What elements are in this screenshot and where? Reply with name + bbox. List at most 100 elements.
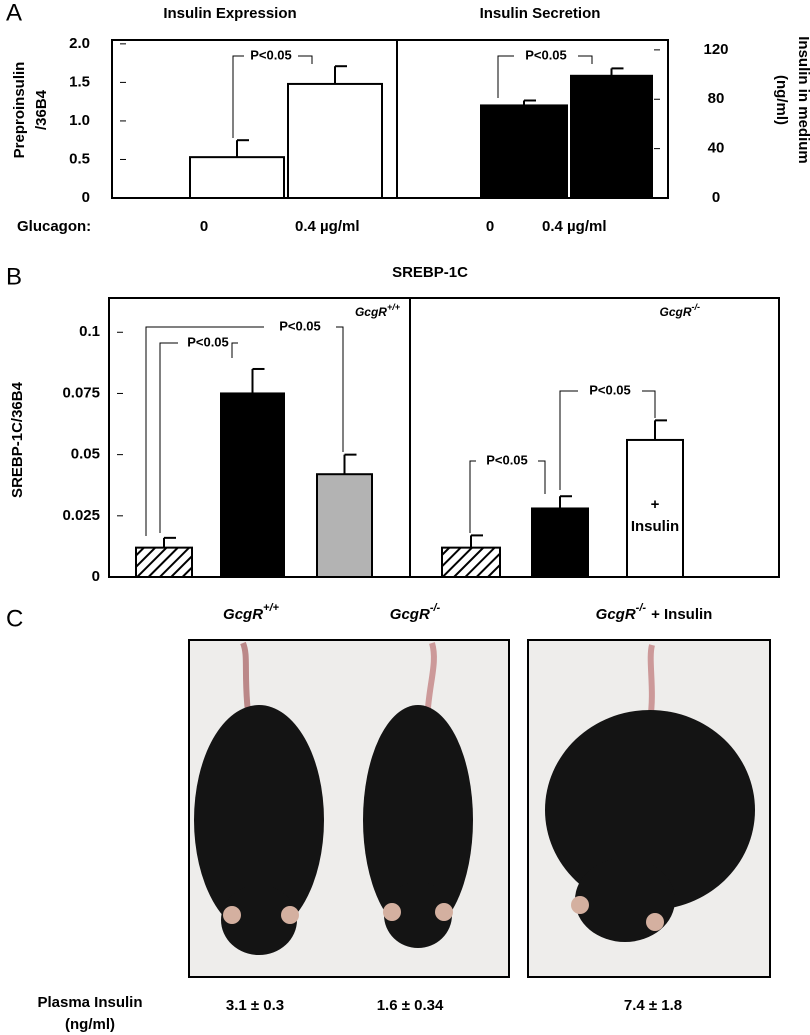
bar [570,74,653,199]
significance-bracket [538,460,546,494]
bar [626,438,684,578]
photo-label-text: GcgR [390,606,430,623]
mouse-head [384,882,452,948]
plot-frame [111,39,669,199]
insulin-value: 1.6 ± 0.34 [377,997,444,1014]
y-tick-label: 1.0 [69,112,90,129]
group-label-sup: -/- [692,302,701,312]
annotation: P<0.05 [486,452,528,467]
group-label-sup: +/+ [387,302,401,312]
y-tick-label: 0 [92,568,100,585]
group-label: GcgR+/+ [355,302,401,319]
annotation: P<0.05 [187,334,229,349]
photo-label-text: GcgR [596,606,636,623]
y-tick-label: 0 [712,189,720,206]
x-tick-label: 0 [200,218,208,235]
photo-label-text: GcgR [223,606,263,623]
significance-bracket [145,326,264,536]
bar [441,546,501,579]
photo-label-suffix: + Insulin [651,606,712,623]
photo [188,639,510,978]
y-tick-label: 0.075 [62,384,100,401]
y-tick-label: 80 [708,90,725,107]
bar-text: + [651,496,660,513]
insulin-value: 7.4 ± 1.8 [624,997,682,1014]
photo-label-sup: -/- [636,602,647,614]
ear [383,903,401,921]
annotation: P<0.05 [589,382,631,397]
x-tick-label: 0.4 µg/ml [295,218,360,235]
significance-bracket [159,342,178,533]
ear [646,913,664,931]
y-tick-label: 2.0 [69,35,90,52]
chart-title: Insulin Secretion [480,5,601,22]
photo-label-sup: -/- [430,602,441,614]
bar [189,156,285,199]
x-tick-label: 0.4 µg/ml [542,218,607,235]
annotation: P<0.05 [250,47,292,62]
y-label-line: (ng/ml) [773,75,790,125]
photo-label-sup: +/+ [263,602,279,614]
significance-bracket [559,390,578,490]
y-tick-label: 120 [703,41,728,58]
ear [281,906,299,924]
y-label-line: SREBP-1C/36B4 [9,381,26,498]
y-tick-label: 0.5 [69,150,90,167]
significance-bracket [232,55,244,138]
photo-label: GcgR-/- + Insulin [596,602,713,623]
y-label: SREBP-1C/36B4 [9,381,26,498]
significance-bracket [642,390,656,418]
mouse-body [194,705,324,935]
bar-text: Insulin [631,518,679,535]
mouse-body [363,705,473,935]
panel-label: C [6,605,23,632]
ear [571,896,589,914]
y-label-line: Preproinsulin [11,62,28,159]
annotation: P<0.05 [279,318,321,333]
y-label-line: Insulin in medium [795,36,810,164]
y-label-line: /36B4 [33,89,50,130]
y-tick-label: 0.025 [62,507,100,524]
ear [223,906,241,924]
bar [220,392,285,578]
significance-bracket [336,326,344,452]
row-label: (ng/ml) [65,1016,115,1033]
significance-bracket [469,460,476,533]
insulin-value: 3.1 ± 0.3 [226,997,284,1014]
bar [135,546,193,579]
annotation: P<0.05 [525,47,567,62]
row-label: Plasma Insulin [37,994,142,1011]
significance-bracket [497,55,514,98]
ear [435,903,453,921]
group-label-text: GcgR [355,305,387,319]
y-tick-label: 1.5 [69,73,90,90]
panel-label: B [6,263,22,290]
y-label: Insulin in medium (ng/ml) [773,36,810,164]
mouse-head [221,885,297,955]
significance-bracket [578,55,593,64]
bar [287,82,383,199]
significance-bracket [298,55,313,64]
y-tick-label: 0 [82,189,90,206]
chart-title: SREBP-1C [392,264,468,281]
category-axis-label: Glucagon: [17,218,91,235]
group-label-text: GcgR [659,305,691,319]
panel-label: A [6,0,22,26]
tail [647,644,655,721]
group-label: GcgR-/- [659,302,700,319]
chart-title: Insulin Expression [163,5,296,22]
bar [531,507,589,579]
photo-label: GcgR-/- [390,602,441,623]
bar [316,473,373,579]
bar [480,104,568,199]
y-tick-label: 40 [708,140,725,157]
y-label: Preproinsulin /36B4 [11,62,50,159]
mouse-body [545,710,755,910]
photo-label: GcgR+/+ [223,602,279,623]
photo [527,639,771,978]
significance-bracket [231,342,238,358]
y-tick-label: 0.1 [79,323,100,340]
x-tick-label: 0 [486,218,494,235]
